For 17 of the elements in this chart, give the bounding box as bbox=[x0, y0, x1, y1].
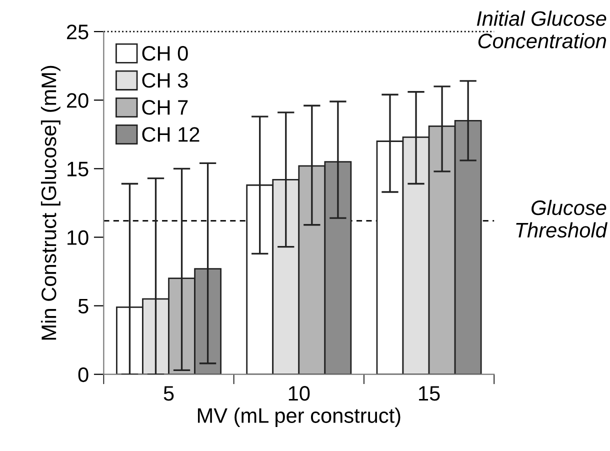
y-tick-label: 5 bbox=[78, 298, 88, 314]
x-tick-label: 5 bbox=[164, 386, 174, 401]
y-tick-label: 10 bbox=[68, 230, 88, 245]
legend-label: CH 12 bbox=[142, 127, 200, 142]
x-axis-title: MV (mL per construct) bbox=[198, 408, 400, 428]
x-tick-label: 15 bbox=[419, 386, 440, 401]
y-tick-label: 25 bbox=[66, 24, 88, 40]
y-axis-title: Min Construct [Glucose] (mM) bbox=[40, 66, 60, 340]
y-tick-label: 0 bbox=[78, 367, 88, 382]
ref-line-label: Glucose Threshold bbox=[516, 200, 608, 238]
legend-label: CH 3 bbox=[142, 73, 188, 88]
x-tick-label: 10 bbox=[288, 386, 310, 401]
ref-line-label: Initial Glucose Concentration bbox=[476, 10, 606, 48]
y-tick-label: 20 bbox=[66, 93, 88, 108]
legend-label: CH 0 bbox=[142, 46, 188, 61]
legend-label: CH 7 bbox=[142, 100, 188, 115]
y-tick-label: 15 bbox=[68, 162, 88, 176]
